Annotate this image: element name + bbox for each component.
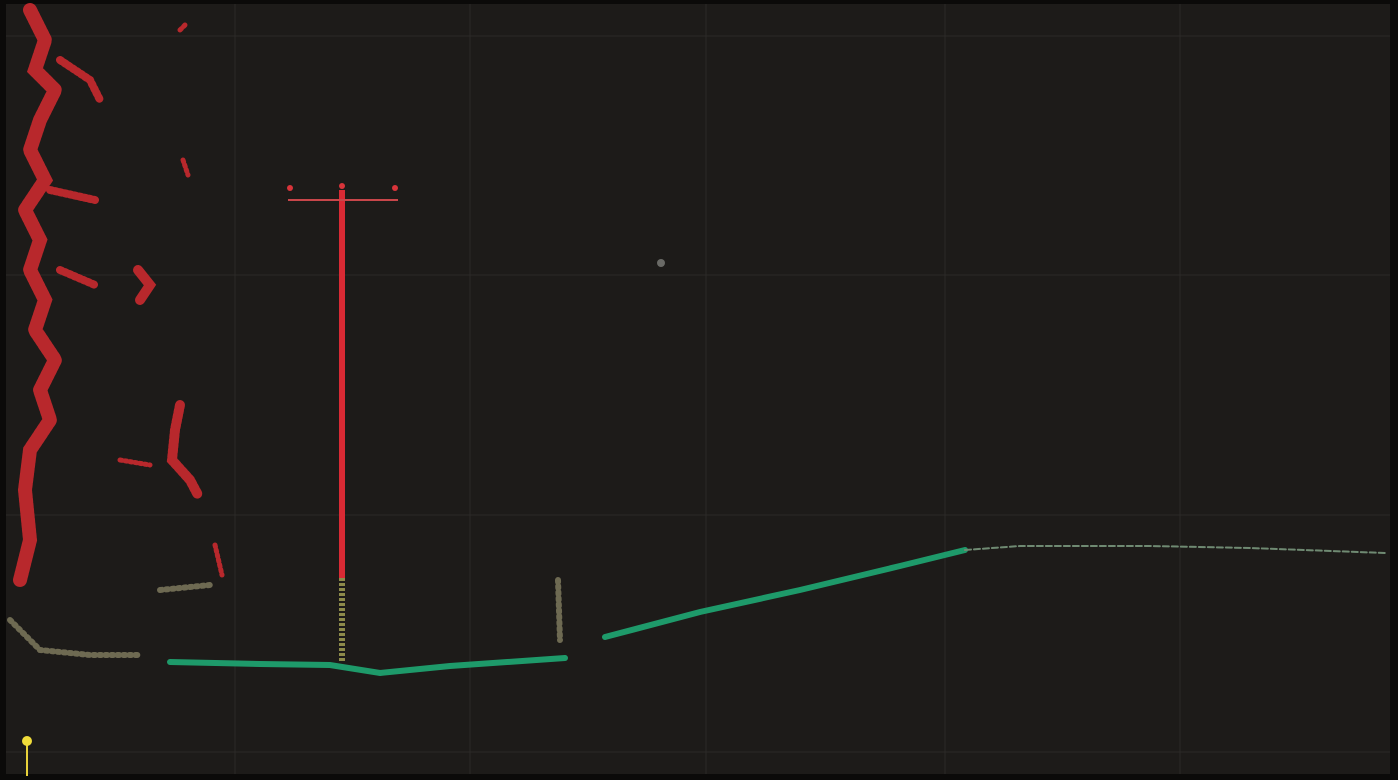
insulator-points [287, 185, 293, 191]
insulator-points [339, 183, 345, 189]
marker-head [22, 736, 32, 746]
viewport-background [6, 4, 1390, 774]
isolated-point [657, 259, 665, 267]
page [0, 0, 1398, 780]
insulator-points [392, 185, 398, 191]
point-cloud-viewport [0, 0, 1398, 780]
